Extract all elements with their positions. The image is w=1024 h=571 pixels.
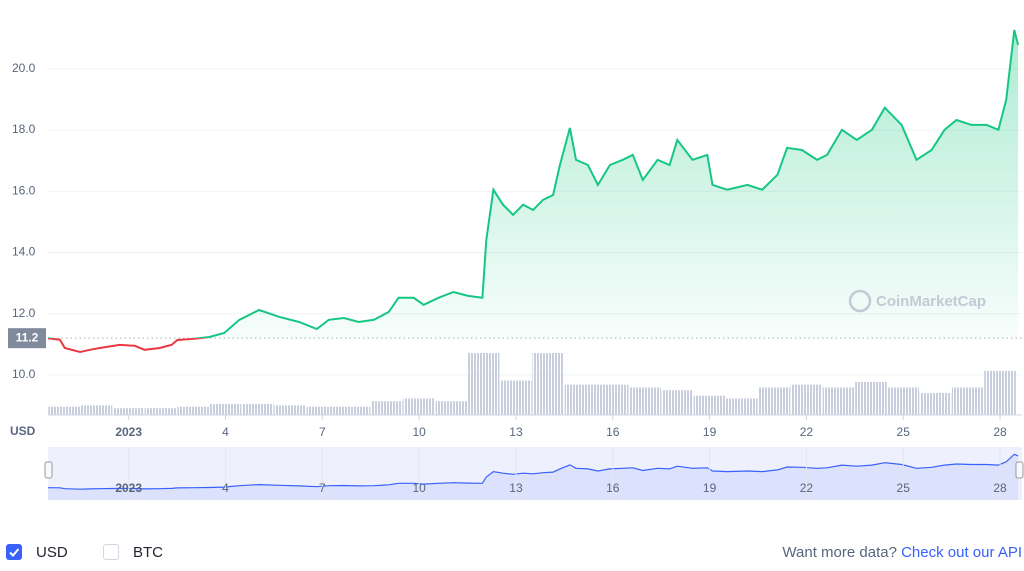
navigator-tick-label: 10 [412,481,426,495]
volume-bar [693,395,726,415]
volume-bar [919,392,952,415]
volume-bar [984,370,1016,415]
volume-bar [209,403,242,415]
volume-bar [435,401,468,415]
more-data: Want more data? Check out our API [782,544,1022,562]
volume-bar [661,390,694,415]
navigator-tick-label: 2023 [115,481,142,495]
volume-bar [403,398,435,415]
volume-bar [80,405,113,415]
checkbox-usd[interactable] [6,544,22,560]
api-link[interactable]: Check out our API [901,544,1022,561]
navigator-area [48,454,1019,500]
x-tick-label: 25 [897,425,911,439]
price-area [48,30,1019,339]
volume-bar [951,387,984,415]
y-tick-label: 12.0 [12,306,36,320]
baseline-label: 11.2 [16,330,39,344]
check-icon [9,548,20,557]
y-axis-label: USD [10,424,36,438]
volume-bar [790,384,823,415]
volume-bar [596,384,629,415]
navigator-tick-label: 13 [509,481,523,495]
y-tick-label: 10.0 [12,367,36,381]
navigator-tick-label: 19 [703,481,717,495]
chart: 10.0 12.0 14.0 16.0 18.0 20.0 11.2 CoinMarketCa… [8,29,1024,500]
price-line-up [48,29,1020,339]
x-tick-label: 28 [993,425,1007,439]
volume-bar [371,401,403,415]
navigator-tick-label: 16 [606,481,620,495]
x-tick-label: 7 [319,425,326,439]
watermark-logo [848,289,872,313]
volume-bar [338,406,371,415]
volume-bar [855,381,887,415]
navigator-tick-label: 7 [319,481,326,495]
volume-bar [274,405,306,415]
controls: USD BTC Want more data? Check out our AP… [0,535,1024,571]
navigator-handle[interactable] [44,461,53,479]
navigator-line [47,453,1019,490]
x-tick-label: 4 [222,425,229,439]
volume-bar [564,384,597,415]
volume-bar [177,406,210,415]
volume-bar [822,387,855,415]
baseline-tag [8,328,46,349]
volume-bar [500,380,532,415]
volume-bar [887,387,920,415]
navigator-tick-label: 28 [993,481,1007,495]
volume-bar [532,353,565,415]
currency-label[interactable]: BTC [133,544,163,561]
volume-bar [726,398,758,415]
currency-label[interactable]: USD [36,544,68,561]
volume-bar [48,406,80,415]
more-data-text: Want more data? [782,544,897,561]
y-tick-label: 20.0 [12,61,36,75]
navigator-handle[interactable] [1015,461,1024,479]
y-tick-label: 16.0 [12,183,36,197]
x-tick-label: 19 [703,425,717,439]
x-tick-label: 2023 [115,425,142,439]
x-tick-label: 13 [509,425,523,439]
x-tick-label: 10 [412,425,426,439]
x-tick-label: 16 [606,425,620,439]
volume-bar [758,387,790,415]
x-tick-label: 22 [800,425,814,439]
navigator-tick-label: 4 [222,481,229,495]
volume-bar [306,406,339,415]
volume-bar [145,408,177,415]
checkbox-btc[interactable] [103,544,119,560]
navigator-tick-label: 25 [897,481,911,495]
watermark: CoinMarketCap [876,293,986,310]
volume-bar [467,353,500,415]
navigator-tick-label: 22 [800,481,814,495]
volume-bar [241,403,274,415]
y-tick-label: 18.0 [12,122,36,136]
y-tick-label: 14.0 [12,245,36,259]
volume-bar [629,387,661,415]
volume-bar [112,408,145,415]
